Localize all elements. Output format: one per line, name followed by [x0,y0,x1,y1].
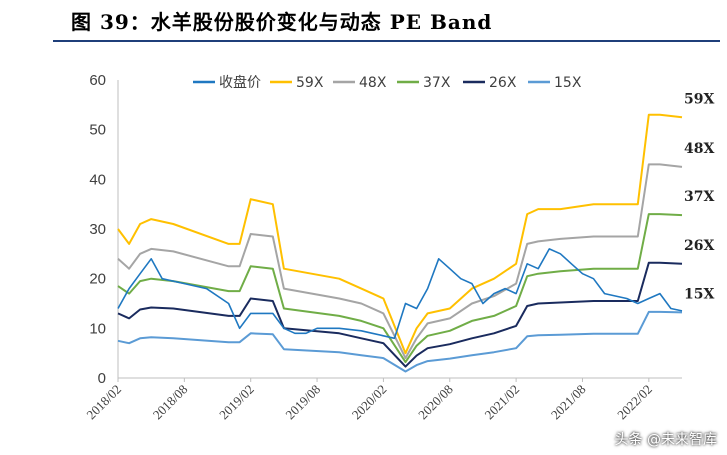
legend-label: 59X [296,75,324,91]
title-rule [53,40,720,42]
legend-label: 15X [554,75,582,91]
series-line-59x [117,113,683,355]
end-label-37x: 37X [684,189,714,205]
x-tick-label: 2019/02 [216,382,257,423]
x-tick-label: 2020/08 [415,382,456,423]
legend-label: 收盘价 [219,74,261,91]
legend-label: 26X [489,75,517,91]
end-label-59x: 59X [684,91,714,107]
x-tick-label: 2019/08 [282,382,323,423]
series-line-37x [117,213,683,364]
y-tick-label: 40 [89,171,106,188]
legend-label: 48X [359,75,387,91]
watermark: 头条 @未来智库 [614,432,717,448]
x-tick-label: 2018/08 [150,382,191,423]
y-tick-label: 30 [89,221,106,238]
x-tick-label: 2018/02 [83,382,124,423]
x-tick-label: 2021/02 [481,382,522,423]
series-line-15x [117,310,683,373]
figure-title: 图 39：水羊股份股价变化与动态 PE Band [71,10,493,34]
x-tick-label: 2022/02 [614,382,655,423]
end-labels: 59X 48X 37X 26X 15X [684,91,714,302]
x-tick-label: 2020/02 [349,382,390,423]
y-tick-label: 10 [89,320,106,337]
axes: 0 10 20 30 40 50 60 2018/02 2018/08 2019/02 2019/0… [83,72,682,422]
y-tick-label: 60 [89,72,106,89]
x-tick-label: 2021/08 [548,382,589,423]
end-label-48x: 48X [684,141,714,157]
y-tick-label: 20 [89,271,106,288]
series-line-close-price [117,248,683,340]
legend: 收盘价 59X 48X 37X 26X 15X [193,74,582,91]
end-label-26x: 26X [684,238,714,254]
series-line-48x [117,163,683,360]
legend-label: 37X [423,75,451,91]
series-lines [117,113,683,373]
end-label-15x: 15X [684,286,714,302]
y-tick-label: 0 [98,370,106,387]
series-line-26x [117,261,683,368]
y-tick-label: 50 [89,122,106,139]
